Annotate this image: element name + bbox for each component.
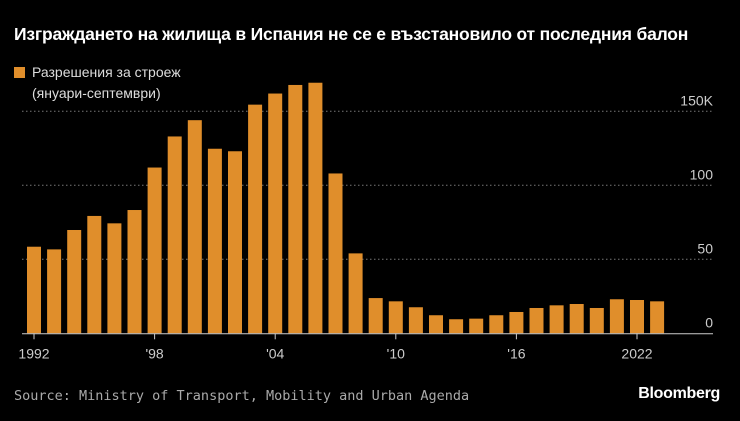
bar-2007 <box>328 173 343 334</box>
x-tick-label: '16 <box>507 345 525 361</box>
legend-sublabel: (януари-септември) <box>32 85 161 101</box>
x-tick-label: '04 <box>266 345 284 361</box>
y-tick-label: 100 <box>690 166 714 182</box>
y-tick-label: 150K <box>680 92 713 108</box>
bar-2018 <box>549 305 564 334</box>
bar-2004 <box>268 93 283 334</box>
x-tick-label: 1992 <box>18 345 49 361</box>
bar-1996 <box>107 223 122 334</box>
bar-1993 <box>47 249 62 334</box>
bar-2003 <box>248 104 263 334</box>
bar-2005 <box>288 84 303 334</box>
legend-label: Разрешения за строеж <box>32 64 181 80</box>
bar-1992 <box>27 246 41 334</box>
source-note: Source: Ministry of Transport, Mobility … <box>14 388 470 404</box>
bar-2006 <box>308 82 323 334</box>
bar-1999 <box>167 136 182 334</box>
bar-2012 <box>429 315 443 334</box>
bar-2019 <box>569 303 584 334</box>
bar-2000 <box>187 120 202 334</box>
bar-2015 <box>489 315 504 334</box>
bar-2002 <box>228 151 242 334</box>
bar-2001 <box>207 148 222 334</box>
bar-2010 <box>388 301 403 334</box>
bar-2022 <box>630 300 644 334</box>
legend-swatch <box>14 67 25 78</box>
bar-2021 <box>609 299 624 334</box>
bloomberg-logo: Bloomberg <box>638 385 720 402</box>
bar-2009 <box>368 298 383 334</box>
bar-1994 <box>67 229 82 334</box>
bar-2013 <box>449 319 464 334</box>
bar-2023 <box>650 301 665 334</box>
bar-2008 <box>348 253 363 334</box>
x-tick-label: '10 <box>387 345 405 361</box>
x-tick-label: '98 <box>145 345 163 361</box>
y-tick-label: 0 <box>705 314 713 330</box>
bar-2020 <box>589 307 604 334</box>
bar-1997 <box>127 210 142 334</box>
bar-2017 <box>529 307 544 334</box>
legend: Разрешения за строеж (януари-септември) <box>14 62 181 104</box>
legend-item: Разрешения за строеж <box>14 62 181 83</box>
bar-1995 <box>87 215 102 334</box>
bar-2011 <box>408 307 423 334</box>
chart-title: Изграждането на жилища в Испания не се е… <box>14 24 689 44</box>
bar-2014 <box>469 318 484 334</box>
bar-2016 <box>509 311 524 334</box>
bar-1998 <box>147 167 162 334</box>
y-tick-label: 50 <box>697 240 713 256</box>
x-tick-label: 2022 <box>621 345 652 361</box>
